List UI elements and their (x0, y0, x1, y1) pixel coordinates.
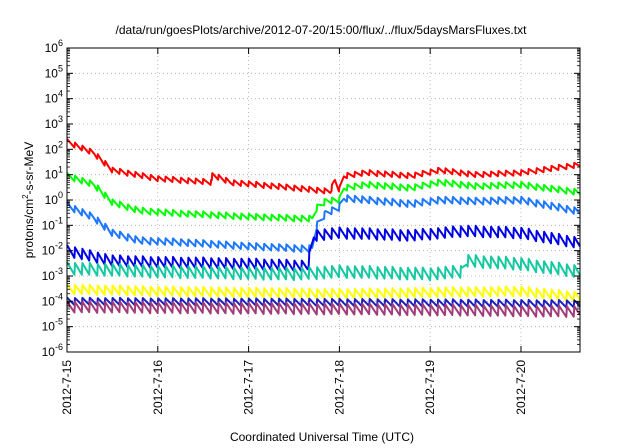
x-tick-label: 2012-7-17 (242, 360, 256, 415)
chart-title: /data/run/goesPlots/archive/2012-07-20/1… (116, 23, 528, 37)
series-line (66, 300, 581, 318)
y-tick-label: 104 (45, 89, 63, 106)
y-tick-label: 10-2 (42, 241, 63, 258)
series-line (66, 224, 581, 273)
series-line (66, 254, 581, 282)
x-tick-label: 2012-7-16 (151, 360, 165, 415)
y-ticks: 10-6 10-5 10-4 10-3 10-2 10-1 100 101 102 103 104 1… (42, 38, 580, 359)
y-tick-label: 100 (45, 190, 63, 207)
x-tick-label: 2012-7-15 (60, 360, 74, 415)
series-group (66, 138, 581, 318)
y-tick-label: 102 (45, 139, 63, 156)
y-tick-label: 101 (45, 165, 63, 182)
x-tick-label: 2012-7-19 (423, 360, 437, 415)
y-tick-label: 106 (45, 38, 63, 55)
x-tick-label: 2012-7-18 (332, 360, 346, 415)
y-tick-label: 10-6 (42, 342, 63, 359)
series-line (66, 296, 581, 309)
y-tick-label: 103 (45, 114, 63, 131)
series-line (66, 138, 581, 195)
x-ticks: 2012-7-15 2012-7-16 2012-7-17 2012-7-18 2012… (60, 48, 528, 415)
series-line (66, 171, 581, 223)
series-line (66, 194, 581, 253)
y-tick-label: 105 (45, 63, 63, 80)
y-tick-label: 10-4 (42, 291, 63, 308)
series-line (66, 283, 581, 303)
x-axis-label: Coordinated Universal Time (UTC) (230, 430, 414, 444)
y-tick-label: 10-3 (42, 266, 63, 283)
y-axis-label: protons/cm2-s-sr-MeV (21, 142, 36, 258)
y-tick-label: 10-1 (42, 215, 63, 232)
x-tick-label: 2012-7-20 (514, 360, 528, 415)
y-tick-label: 10-5 (42, 317, 63, 334)
